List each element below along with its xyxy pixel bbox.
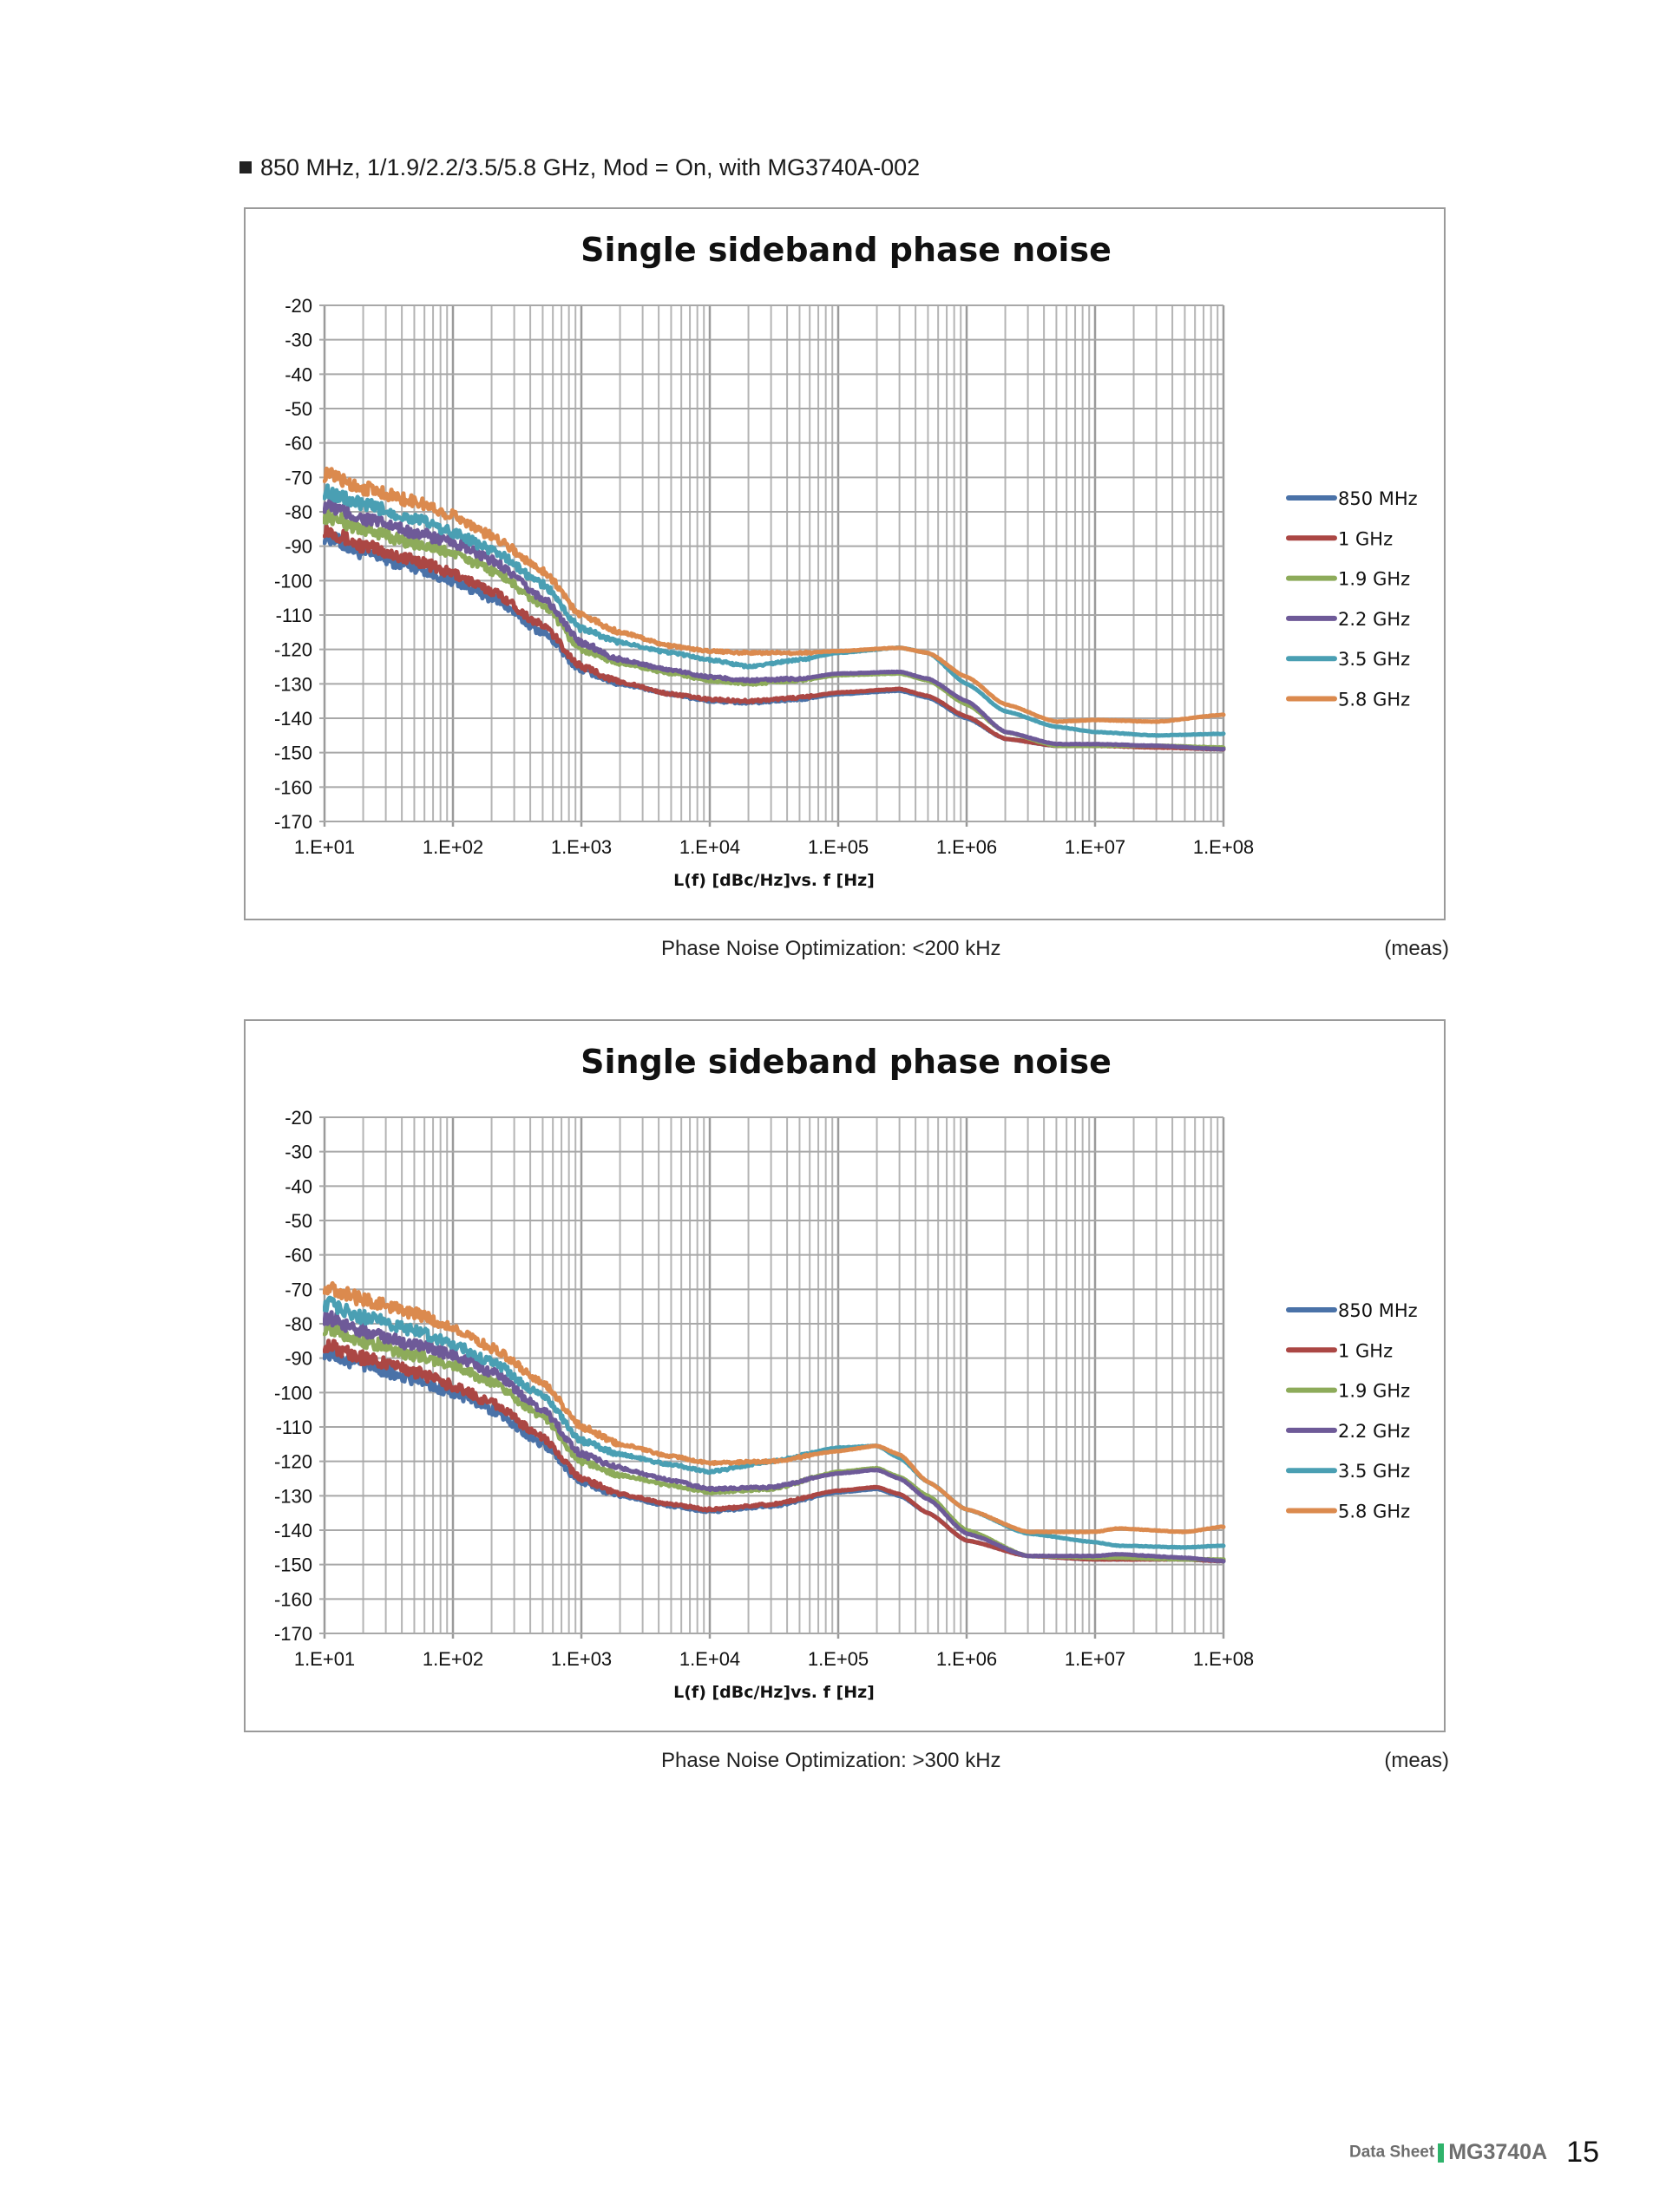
x-tick-label: 1.E+06 (936, 1648, 997, 1670)
square-bullet-icon (239, 161, 252, 173)
y-tick-label: -130 (274, 673, 312, 695)
y-tick-label: -70 (285, 467, 312, 488)
section-header: 850 MHz, 1/1.9/2.2/3.5/5.8 GHz, Mod = On… (239, 154, 920, 181)
phase-noise-chart-2: Single sideband phase noise -20 -30 -40 -50 -… (244, 1019, 1446, 1732)
y-tick-label: -50 (285, 398, 312, 420)
y-tick-label: -130 (274, 1485, 312, 1507)
series-line-5-8-ghz (323, 466, 1226, 724)
legend-label: 1.9 GHz (1338, 569, 1410, 590)
y-tick-label: -40 (285, 363, 312, 385)
x-tick-label: 1.E+08 (1193, 836, 1254, 858)
y-tick-label: -70 (285, 1279, 312, 1300)
y-tick-label: -100 (274, 1382, 312, 1404)
legend-label: 3.5 GHz (1338, 649, 1410, 670)
series-line-5-8-ghz (323, 1280, 1226, 1535)
y-tick-label: -20 (285, 295, 312, 317)
y-tick-label: -90 (285, 536, 312, 558)
footer-model: MG3740A (1448, 2140, 1548, 2164)
footer-doc-type: Data Sheet (1349, 2143, 1435, 2162)
y-tick-label: -120 (274, 639, 312, 661)
series-line-2-2-ghz (323, 498, 1226, 752)
x-tick-label: 1.E+01 (294, 1648, 355, 1670)
x-axis-label: L(f) [dBc/Hz]vs. f [Hz] (673, 871, 875, 890)
grid (319, 304, 1225, 827)
legend-label: 850 MHz (1338, 488, 1418, 509)
legend-label: 5.8 GHz (1338, 1502, 1410, 1522)
legend-label: 2.2 GHz (1338, 1421, 1410, 1442)
legend: 850 MHz 1 GHz 1.9 GHz 2.2 GHz 3.5 GHz 5.8 GHz (1286, 488, 1418, 710)
caption-2: Phase Noise Optimization: >300 kHz (661, 1749, 1001, 1772)
section-header-text: 850 MHz, 1/1.9/2.2/3.5/5.8 GHz, Mod = On… (260, 154, 921, 180)
caption-1-note: (meas) (1384, 937, 1449, 960)
x-tick-label: 1.E+04 (679, 1648, 740, 1670)
y-tick-label: -150 (274, 743, 312, 764)
chart-title: Single sideband phase noise (580, 1043, 1112, 1081)
x-tick-label: 1.E+08 (1193, 1648, 1254, 1670)
y-tick-label: -160 (274, 776, 312, 798)
x-tick-label: 1.E+01 (294, 836, 355, 858)
x-tick-label: 1.E+07 (1065, 1648, 1125, 1670)
caption-2-note: (meas) (1384, 1749, 1449, 1772)
x-axis-label: L(f) [dBc/Hz]vs. f [Hz] (673, 1683, 875, 1702)
x-tick-label: 1.E+03 (551, 1648, 612, 1670)
chart-svg-1: Single sideband phase noise -20 -30 -40 -50 -… (274, 231, 1418, 890)
x-tick-label: 1.E+07 (1065, 836, 1125, 858)
y-tick-label: -110 (276, 605, 312, 626)
series-group (323, 466, 1226, 752)
legend-label: 1 GHz (1338, 1340, 1393, 1361)
y-tick-label: -90 (285, 1348, 312, 1370)
legend-label: 1.9 GHz (1338, 1381, 1410, 1402)
y-tick-label: -160 (274, 1588, 312, 1610)
y-tick-label: -50 (285, 1210, 312, 1232)
caption-1: Phase Noise Optimization: <200 kHz (661, 937, 1001, 960)
y-tick-label: -60 (285, 433, 312, 455)
legend-label: 3.5 GHz (1338, 1461, 1410, 1482)
y-tick-label: -30 (285, 1142, 312, 1163)
y-tick-label: -140 (274, 708, 312, 730)
y-tick-label: -80 (285, 501, 312, 523)
series-group (323, 1280, 1226, 1564)
y-tick-label: -110 (276, 1417, 312, 1438)
x-tick-label: 1.E+06 (936, 836, 997, 858)
y-tick-label: -20 (285, 1107, 312, 1129)
y-tick-label: -30 (285, 330, 312, 351)
footer-green-bar-icon (1438, 2143, 1445, 2163)
y-tick-label: -170 (274, 811, 312, 833)
chart-svg-2: Single sideband phase noise -20 -30 -40 -50 -… (274, 1043, 1418, 1702)
page-footer: Data Sheet MG3740A 15 (1349, 2136, 1599, 2169)
y-tick-label: -120 (274, 1451, 312, 1473)
x-tick-label: 1.E+02 (423, 1648, 483, 1670)
y-tick-label: -170 (274, 1623, 312, 1645)
page-number: 15 (1566, 2136, 1599, 2169)
legend-label: 850 MHz (1338, 1300, 1418, 1321)
legend-label: 2.2 GHz (1338, 609, 1410, 630)
y-tick-label: -150 (274, 1554, 312, 1576)
x-tick-label: 1.E+04 (679, 836, 740, 858)
y-tick-label: -100 (274, 570, 312, 592)
y-tick-label: -80 (285, 1313, 312, 1335)
series-line-3-5-ghz (323, 483, 1226, 738)
x-tick-label: 1.E+03 (551, 836, 612, 858)
x-tick-label: 1.E+05 (808, 836, 869, 858)
legend: 850 MHz 1 GHz 1.9 GHz 2.2 GHz 3.5 GHz 5.8 GHz (1286, 1300, 1418, 1522)
y-tick-label: -60 (285, 1245, 312, 1266)
legend-label: 5.8 GHz (1338, 690, 1410, 710)
series-line-2-2-ghz (323, 1310, 1226, 1564)
x-tick-label: 1.E+05 (808, 1648, 869, 1670)
x-tick-label: 1.E+02 (423, 836, 483, 858)
y-tick-label: -40 (285, 1175, 312, 1197)
legend-label: 1 GHz (1338, 528, 1393, 549)
chart-title: Single sideband phase noise (580, 231, 1112, 269)
y-tick-label: -140 (274, 1520, 312, 1541)
phase-noise-chart-1: Single sideband phase noise -20 -30 -40 -50 -… (244, 207, 1446, 920)
